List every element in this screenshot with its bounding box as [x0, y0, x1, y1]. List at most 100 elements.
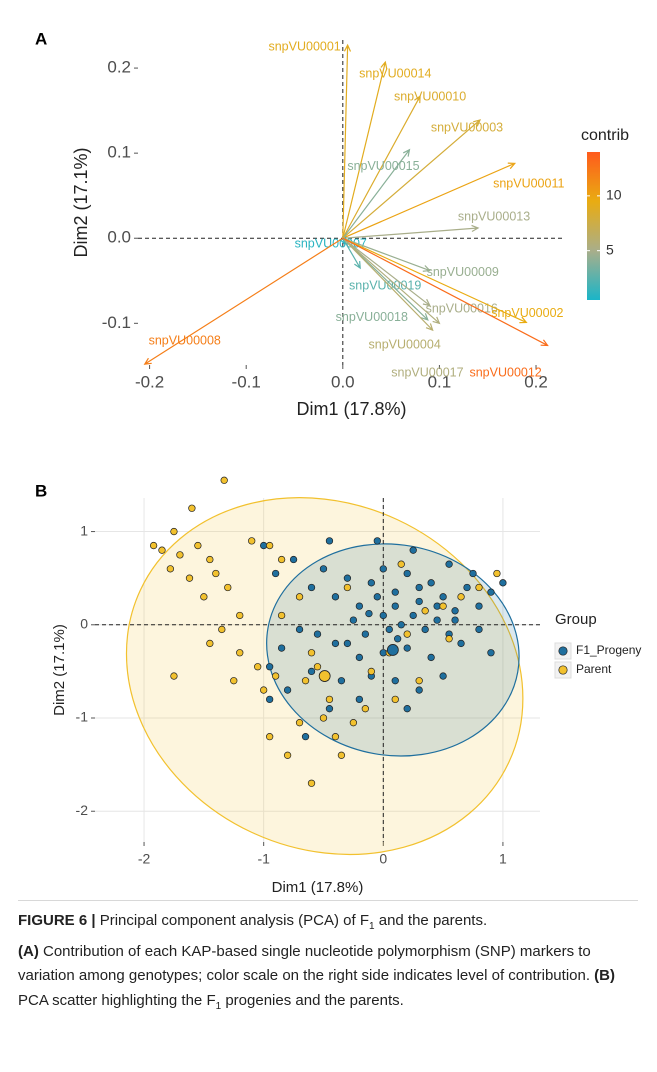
x-axis-title: Dim1 (17.8%)	[272, 879, 364, 896]
arrow	[342, 119, 482, 239]
arrow	[342, 237, 429, 321]
point	[367, 667, 375, 676]
panel-ref: (B)	[594, 967, 615, 984]
point	[397, 621, 405, 629]
arrow	[342, 224, 480, 239]
arrow-label: snpVU00001	[268, 39, 340, 53]
point	[271, 569, 280, 578]
point	[379, 611, 387, 620]
point	[403, 705, 411, 713]
point	[499, 579, 507, 587]
figure-label: FIGURE 6 |	[18, 912, 96, 929]
y-axis-title: Dim2 (17.1%)	[51, 624, 68, 716]
x-tick-label: 1	[499, 851, 507, 867]
point	[415, 597, 423, 606]
arrow-label: snpVU00002	[491, 306, 563, 320]
x-tick-label: 0	[379, 851, 387, 867]
point	[391, 677, 399, 685]
caption-text: Contribution of each KAP-based single nu…	[18, 942, 595, 985]
arrow-label: snpVU00011	[493, 177, 564, 191]
point	[427, 579, 435, 587]
point	[361, 705, 369, 713]
legend-label: F1_Progeny	[576, 643, 641, 657]
arrow	[342, 162, 517, 239]
point	[475, 602, 483, 610]
point	[487, 588, 495, 596]
legend-title: contrib	[581, 127, 629, 144]
arrow-label: snpVU00012	[469, 366, 541, 380]
point	[391, 695, 399, 704]
x-tick-label: -0.2	[135, 372, 164, 391]
point	[379, 649, 387, 657]
point	[343, 574, 352, 582]
point	[266, 695, 274, 704]
arrow	[342, 237, 432, 272]
arrow	[342, 43, 352, 239]
point	[415, 677, 423, 685]
point	[206, 555, 214, 564]
arrow	[342, 237, 528, 324]
point	[166, 565, 175, 573]
point	[367, 579, 375, 587]
point	[319, 714, 328, 722]
caption-sub: 1	[215, 1000, 222, 1012]
arrow-label: snpVU00015	[347, 159, 419, 173]
arrow	[342, 237, 361, 270]
point	[149, 541, 158, 550]
arrow-label: snpVU00018	[336, 310, 408, 324]
point	[331, 639, 340, 648]
point	[212, 569, 220, 578]
point	[439, 672, 447, 680]
x-tick-label: 0.2	[524, 372, 548, 391]
panel-label: A	[35, 29, 47, 48]
point	[230, 677, 238, 685]
point	[188, 504, 196, 512]
group-mean	[318, 670, 331, 682]
caption-sub: 1	[369, 921, 375, 932]
point	[194, 541, 202, 550]
point	[260, 686, 268, 694]
panel-label: B	[35, 481, 47, 500]
point	[295, 593, 304, 601]
point	[373, 537, 381, 545]
arrow-label: snpVU00014	[359, 66, 431, 80]
panel-ref: (A)	[18, 942, 39, 960]
point	[403, 644, 411, 652]
group-mean	[386, 644, 399, 656]
point	[343, 583, 352, 592]
point	[451, 616, 459, 624]
point	[266, 541, 274, 550]
point	[313, 630, 322, 638]
arrow	[342, 60, 388, 239]
point	[349, 719, 358, 727]
point	[266, 663, 274, 671]
point	[373, 593, 381, 601]
point	[355, 695, 364, 704]
arrow-label: snpVU00013	[458, 209, 530, 223]
point	[307, 583, 316, 592]
point	[254, 663, 262, 671]
point	[421, 625, 429, 634]
point	[475, 583, 483, 592]
caption-text: and the parents.	[374, 912, 488, 929]
color-bar	[587, 152, 600, 300]
arrow	[342, 237, 549, 347]
legend-label: Parent	[576, 662, 612, 676]
arrow-label: snpVU00010	[394, 89, 466, 103]
arrow-label: snpVU00008	[149, 333, 221, 347]
arrow-label: snpVU00003	[431, 120, 503, 134]
point	[271, 672, 280, 680]
point	[487, 649, 495, 657]
point	[409, 611, 417, 620]
point	[206, 639, 214, 648]
point	[325, 705, 334, 713]
point	[355, 653, 364, 662]
point	[427, 653, 435, 662]
point	[307, 779, 316, 787]
point	[248, 537, 256, 545]
arrow-label: snpVU00017	[391, 366, 463, 380]
point	[289, 555, 298, 564]
arrow-label: snpVU00004	[369, 337, 441, 351]
point	[475, 625, 483, 634]
